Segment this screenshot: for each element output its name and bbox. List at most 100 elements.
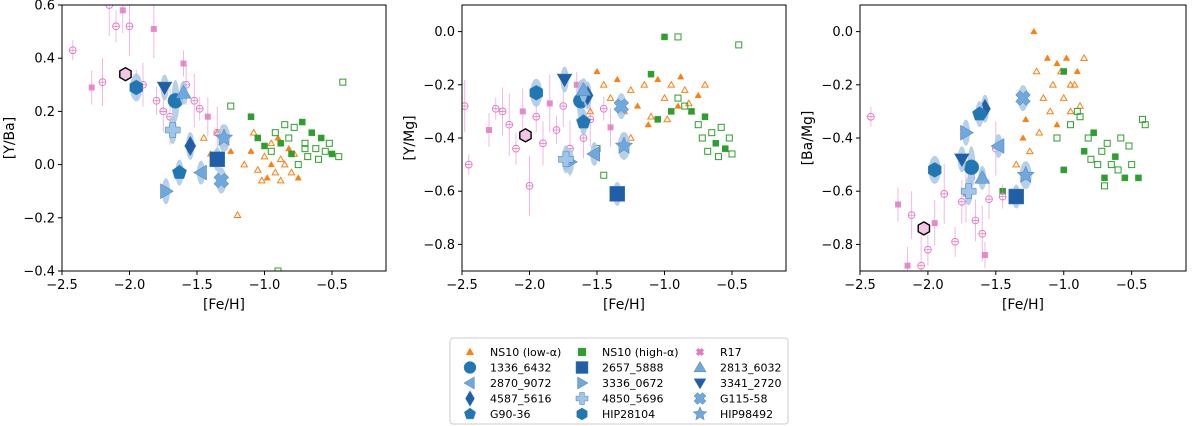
- ns10-high-point: [1076, 113, 1084, 121]
- legend-label: HIP98492: [720, 408, 773, 421]
- ns10-low-point: [680, 85, 689, 93]
- legend-item: HIP98492: [692, 406, 773, 421]
- y-axis-label: [Y/Mg]: [402, 115, 418, 160]
- plot-area: [68, 5, 347, 271]
- ns10-high-point: [1128, 161, 1136, 169]
- legend-marker: [465, 390, 475, 407]
- y-tick-label: −0.4: [23, 265, 55, 280]
- ns10-high-point: [317, 134, 325, 142]
- star-2870-9072: [586, 146, 600, 162]
- star-2657-5888: [1008, 188, 1024, 205]
- legend-label: 3336_0672: [602, 377, 664, 390]
- ns10-low-point: [1025, 147, 1034, 155]
- ns10-low-point: [626, 133, 635, 141]
- star-3341-2720: [556, 73, 573, 88]
- ns10-high-point: [1101, 182, 1108, 190]
- ns10-high-point: [715, 153, 722, 161]
- ns10-high-point: [285, 134, 293, 142]
- ns10-high-point: [1060, 68, 1067, 75]
- ns10-high-point: [681, 102, 689, 110]
- star-2813-6032: [175, 84, 192, 99]
- ns10-low-point: [249, 128, 258, 136]
- legend-item: 4850_5696: [575, 392, 664, 406]
- x-tick-label: −0.5: [1116, 278, 1148, 293]
- ns10-high-point: [1080, 148, 1088, 155]
- legend-label: 4587_5616: [490, 393, 552, 406]
- ns10-high-point: [688, 108, 695, 115]
- x-tick-label: −1.5: [980, 278, 1012, 293]
- ns10-low-point: [276, 176, 285, 184]
- y-tick-label: −0.2: [23, 211, 55, 226]
- y-axis-label: [Y/Ba]: [2, 117, 18, 159]
- x-tick-label: −2.5: [844, 278, 876, 293]
- ns10-low-point: [1053, 120, 1061, 128]
- ns10-low-point: [1032, 67, 1041, 75]
- x-tick-label: −1.5: [181, 278, 213, 293]
- star-1336-6432: [963, 159, 980, 176]
- r17-point: [573, 81, 580, 88]
- x-tick-label: −2.0: [912, 278, 944, 293]
- ns10-low-point: [1012, 160, 1021, 168]
- ns10-high-point: [290, 123, 298, 131]
- legend-label: 1336_6432: [490, 362, 552, 375]
- legend-label: NS10 (high-α): [602, 346, 679, 359]
- ns10-high-point: [694, 121, 702, 129]
- ns10-high-point: [315, 155, 322, 163]
- legend-marker: [576, 407, 588, 421]
- star-4850-5696: [960, 183, 977, 199]
- ns10-high-point: [600, 171, 608, 179]
- ns10-high-point: [254, 134, 261, 142]
- ns10-high-point: [1107, 161, 1115, 169]
- star-3341-2720: [953, 153, 970, 168]
- ns10-high-point: [1117, 134, 1125, 142]
- ns10-low-point: [1080, 54, 1089, 61]
- legend-label: 4850_5696: [602, 393, 664, 406]
- ns10-low-point: [199, 133, 208, 141]
- ns10-high-point: [647, 70, 655, 78]
- ns10-low-point: [593, 67, 601, 75]
- ns10-low-point: [613, 75, 621, 83]
- y-tick-label: 0.0: [34, 158, 55, 173]
- ns10-high-point: [1087, 155, 1095, 163]
- legend: NS10 (low-α) NS10 (high-α) R17 1336_6432 265…: [449, 337, 789, 425]
- x-axis-label: [Fe/H]: [603, 297, 645, 313]
- x-axis-label: [Fe/H]: [1002, 297, 1044, 313]
- legend-marker: [577, 376, 589, 390]
- legend-item: NS10 (high-α): [577, 346, 679, 359]
- ns10-high-point: [339, 78, 347, 86]
- ns10-low-point: [1066, 107, 1075, 115]
- ns10-low-point: [1053, 59, 1061, 67]
- legend-item: G115-58: [693, 392, 768, 406]
- axes-frame: [61, 4, 387, 272]
- ns10-low-point: [1046, 107, 1055, 115]
- x-tick-label: −2.5: [46, 278, 78, 293]
- ns10-low-point: [285, 144, 293, 152]
- ns10-high-point: [654, 116, 661, 123]
- ns10-high-point: [1053, 134, 1061, 142]
- legend-item: 2870_9072: [463, 376, 552, 390]
- star-3341-2720: [156, 81, 173, 96]
- ns10-high-point: [1098, 147, 1106, 155]
- ns10-low-point: [1048, 80, 1057, 88]
- x-axis-label: [Fe/H]: [203, 297, 245, 313]
- star-hip98492: [614, 136, 634, 154]
- ns10-high-point: [735, 41, 743, 49]
- ns10-high-point: [261, 142, 268, 150]
- y-tick-label: 0.0: [434, 25, 455, 40]
- ns10-high-point: [1060, 166, 1067, 174]
- star-2657-5888: [209, 151, 225, 168]
- ns10-high-point: [674, 94, 682, 102]
- legend-item: 3336_0672: [577, 376, 664, 390]
- ns10-low-point: [287, 168, 296, 176]
- star-2870-9072: [990, 138, 1005, 154]
- x-tick-label: −0.5: [716, 278, 748, 293]
- ns10-low-point: [257, 176, 266, 184]
- ns10-high-point: [299, 118, 306, 126]
- ns10-low-point: [1035, 128, 1044, 136]
- ns10-low-point: [271, 168, 280, 176]
- ns10-high-point: [281, 121, 289, 129]
- legend-item: G90-36: [464, 407, 531, 421]
- plot-area: [462, 33, 743, 216]
- r17-point: [486, 127, 492, 134]
- r17-point: [180, 60, 187, 67]
